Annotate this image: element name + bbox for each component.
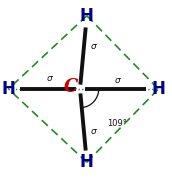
Text: σ: σ: [115, 76, 120, 85]
Text: 109°: 109°: [108, 119, 127, 128]
Text: H: H: [80, 153, 94, 171]
Text: σ: σ: [91, 43, 97, 51]
Text: σ: σ: [46, 74, 52, 83]
Text: H: H: [2, 80, 15, 98]
Text: C: C: [64, 78, 79, 96]
Text: H: H: [80, 7, 94, 25]
Text: σ: σ: [91, 127, 97, 135]
Text: H: H: [151, 80, 165, 98]
